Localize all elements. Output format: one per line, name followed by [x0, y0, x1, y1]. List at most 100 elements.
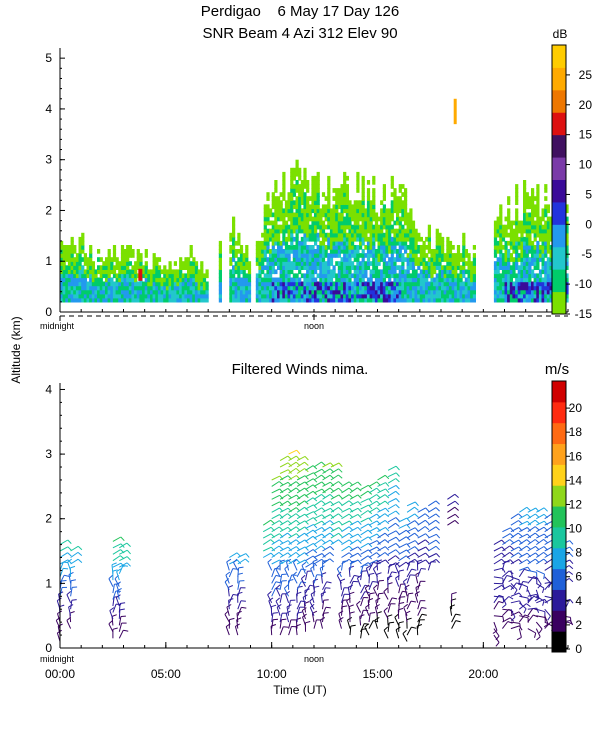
snr-cell — [536, 220, 540, 226]
snr-cell — [269, 228, 273, 234]
snr-cell — [147, 293, 151, 299]
snr-cell — [279, 245, 283, 250]
snr-cell — [277, 297, 281, 303]
snr-cell — [134, 265, 138, 270]
snr-cell — [99, 293, 103, 299]
snr-cell — [335, 204, 339, 210]
snr-cell — [332, 208, 336, 214]
snr-cell — [528, 289, 532, 295]
snr-cell — [417, 285, 421, 291]
snr-cell — [165, 293, 169, 299]
snr-cell — [314, 204, 318, 210]
snr-cell — [372, 285, 376, 291]
snr-cell — [284, 208, 289, 214]
snr-cell — [298, 245, 302, 250]
snr-cell — [438, 245, 442, 250]
snr-cell — [110, 289, 114, 295]
snr-cell — [520, 269, 524, 275]
snr-cell — [523, 204, 527, 210]
snr-cell — [446, 297, 450, 303]
snr-cell — [393, 240, 397, 246]
wind-barb-staff — [320, 593, 323, 603]
snr-cell — [314, 249, 318, 254]
snr-cell — [404, 232, 408, 238]
wind-barb-flag — [435, 559, 440, 564]
snr-cell — [438, 232, 442, 238]
snr-cell — [269, 236, 273, 242]
snr-cell — [380, 212, 384, 218]
snr-cell — [398, 245, 402, 250]
snr-cell — [218, 269, 222, 275]
snr-cell — [340, 204, 344, 210]
snr-cell — [507, 224, 511, 230]
wind-barb-staff — [271, 619, 274, 629]
snr-cell — [536, 261, 540, 266]
snr-cell — [165, 273, 169, 279]
snr-cell — [377, 232, 381, 238]
snr-cell — [538, 281, 543, 287]
wind-barb-flag — [424, 519, 430, 525]
snr-cell — [292, 192, 296, 197]
snr-cell — [409, 277, 413, 283]
snr-cell — [97, 293, 101, 299]
wind-barb-flag — [238, 566, 244, 569]
snr-cell — [390, 253, 394, 258]
snr-cell — [274, 285, 278, 291]
wind-barb-staff — [236, 613, 239, 623]
snr-cell — [327, 196, 331, 201]
wind-barb-flag — [274, 568, 280, 570]
snr-cell — [70, 285, 74, 291]
wind-barb — [406, 513, 419, 520]
snr-cell — [448, 297, 453, 303]
snr-cell — [544, 228, 548, 234]
snr-cell — [541, 277, 545, 283]
snr-cell — [298, 228, 302, 234]
snr-cell — [411, 273, 416, 279]
snr-cell — [282, 196, 286, 201]
wind-barb — [406, 501, 419, 507]
snr-cell — [112, 297, 117, 303]
snr-cell — [187, 293, 191, 299]
snr-cell — [60, 261, 64, 266]
snr-cell — [501, 293, 506, 299]
snr-cell — [284, 257, 289, 262]
snr-cell — [107, 281, 111, 287]
wind-barb-staff — [341, 539, 350, 546]
wind-barb — [313, 500, 326, 507]
snr-cell — [504, 228, 508, 234]
wind-barb-flag — [120, 602, 126, 604]
snr-cell — [261, 240, 265, 246]
wind-barb-staff — [341, 594, 345, 603]
wind-barb-staff — [398, 543, 407, 549]
snr-cell — [303, 180, 307, 185]
snr-cell — [523, 192, 527, 197]
snr-cell — [359, 216, 363, 222]
snr-cell — [327, 277, 331, 283]
snr-cell — [269, 297, 273, 303]
snr-cell — [112, 281, 117, 287]
wind-barb-flag — [321, 461, 326, 466]
snr-cell — [380, 228, 384, 234]
snr-cell — [83, 285, 87, 291]
snr-cell — [467, 253, 471, 258]
snr-cell — [496, 216, 500, 222]
snr-cell — [435, 228, 439, 234]
wind-barb-staff — [368, 613, 371, 623]
snr-cell — [335, 200, 339, 205]
snr-cell — [70, 273, 74, 279]
snr-cell — [261, 281, 265, 287]
wind-barb — [292, 571, 298, 584]
snr-cell — [398, 236, 402, 242]
snr-cell — [541, 261, 545, 266]
wind-barb-flag — [526, 586, 529, 592]
snr-cell — [512, 293, 516, 299]
snr-cell — [419, 277, 423, 283]
snr-cell — [118, 293, 122, 299]
wind-barb-staff — [288, 461, 297, 468]
snr-cell — [364, 253, 368, 258]
snr-cell — [263, 253, 267, 258]
snr-cell — [374, 232, 379, 238]
snr-cell — [271, 232, 275, 238]
snr-cell — [176, 273, 180, 279]
snr-cell — [390, 204, 394, 210]
